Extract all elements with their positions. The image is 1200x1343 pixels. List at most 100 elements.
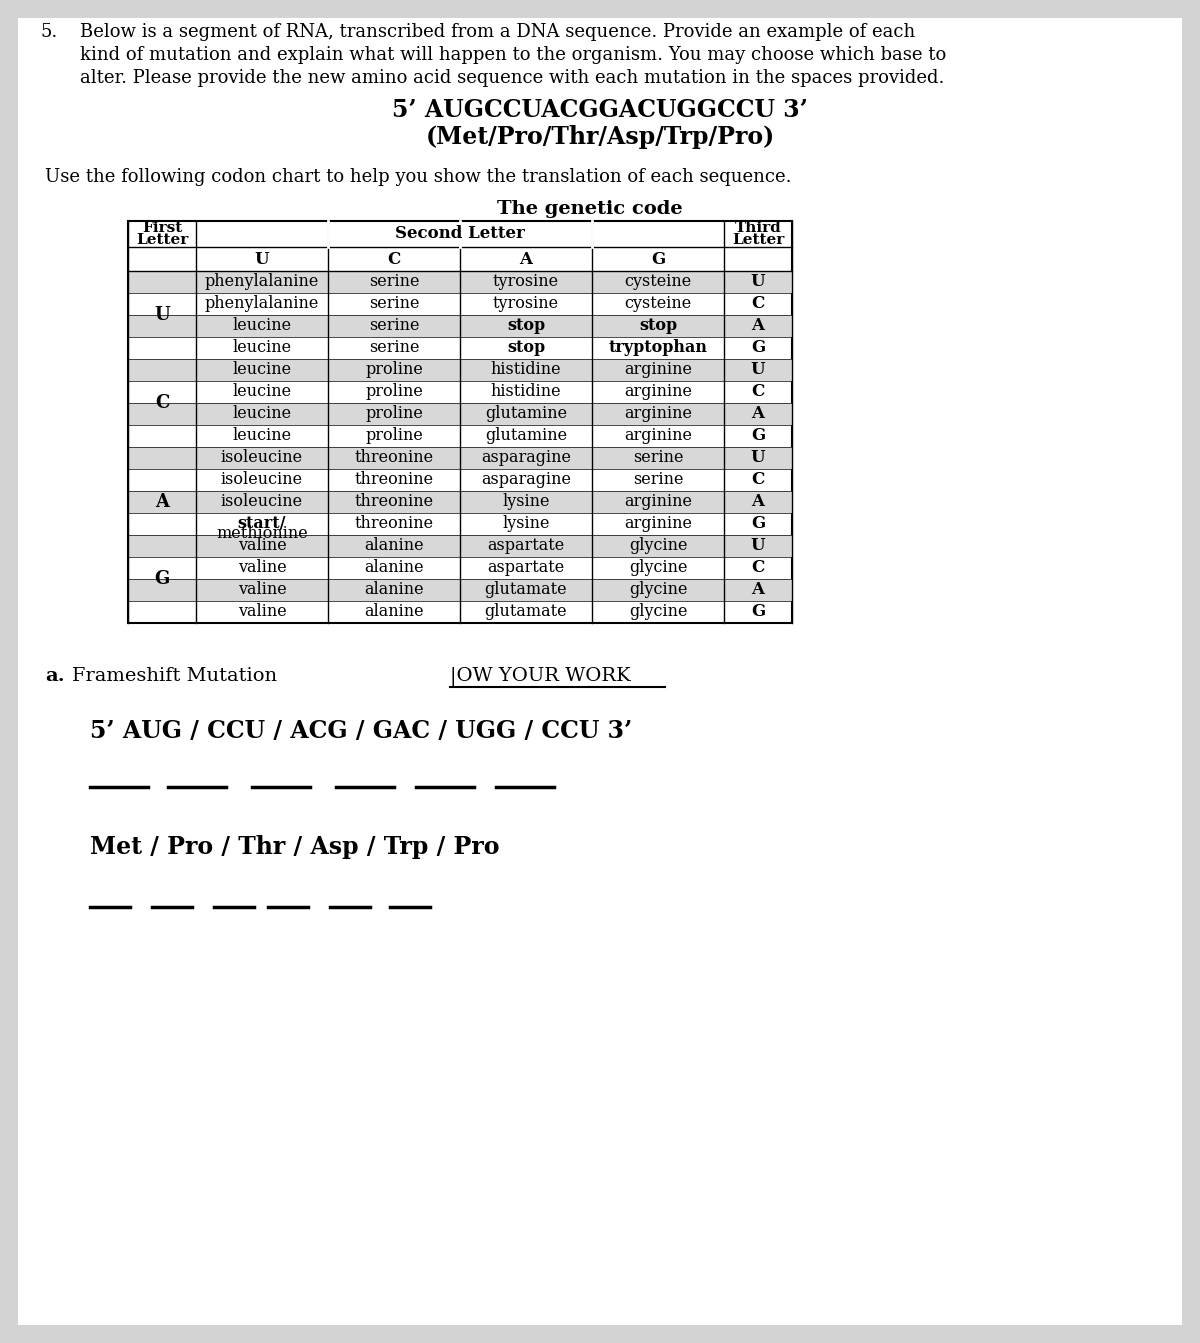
Text: A: A — [155, 493, 169, 510]
Text: alter. Please provide the new amino acid sequence with each mutation in the spac: alter. Please provide the new amino acid… — [80, 68, 944, 87]
Text: alanine: alanine — [364, 582, 424, 599]
Text: arginine: arginine — [624, 384, 692, 400]
Text: Letter: Letter — [732, 232, 784, 247]
Text: G: G — [155, 569, 169, 588]
Text: glycine: glycine — [629, 537, 688, 555]
Text: (Met/Pro/Thr/Asp/Trp/Pro): (Met/Pro/Thr/Asp/Trp/Pro) — [425, 125, 775, 149]
Text: serine: serine — [368, 317, 419, 334]
Text: alanine: alanine — [364, 537, 424, 555]
Text: leucine: leucine — [233, 340, 292, 356]
Text: alanine: alanine — [364, 603, 424, 620]
Text: alanine: alanine — [364, 560, 424, 576]
Text: G: G — [751, 516, 766, 533]
Text: 5’ AUGCCUACGGACUGGCCU 3’: 5’ AUGCCUACGGACUGGCCU 3’ — [392, 98, 808, 122]
Text: glutamine: glutamine — [485, 406, 568, 423]
Text: G: G — [751, 427, 766, 445]
Bar — [128, 403, 792, 424]
Text: glycine: glycine — [629, 560, 688, 576]
Text: serine: serine — [632, 471, 683, 489]
Text: tyrosine: tyrosine — [493, 295, 559, 313]
Text: threonine: threonine — [354, 471, 433, 489]
Bar — [128, 316, 792, 337]
Text: U: U — [751, 450, 766, 466]
Text: aspartate: aspartate — [487, 537, 565, 555]
Text: glutamate: glutamate — [485, 582, 568, 599]
Text: valine: valine — [238, 582, 287, 599]
Text: Met / Pro / Thr / Asp / Trp / Pro: Met / Pro / Thr / Asp / Trp / Pro — [90, 835, 499, 860]
Text: proline: proline — [365, 361, 422, 379]
Text: First: First — [142, 222, 182, 235]
Text: C: C — [751, 295, 764, 313]
Text: serine: serine — [368, 274, 419, 290]
Text: U: U — [751, 274, 766, 290]
Text: Second Letter: Second Letter — [395, 226, 524, 243]
Text: tryptophan: tryptophan — [608, 340, 708, 356]
Text: methionine: methionine — [216, 525, 308, 541]
Text: C: C — [751, 384, 764, 400]
Text: leucine: leucine — [233, 406, 292, 423]
Text: proline: proline — [365, 406, 422, 423]
Text: Below is a segment of RNA, transcribed from a DNA sequence. Provide an example o: Below is a segment of RNA, transcribed f… — [80, 23, 916, 42]
Text: kind of mutation and explain what will happen to the organism. You may choose wh: kind of mutation and explain what will h… — [80, 46, 947, 64]
Text: U: U — [751, 361, 766, 379]
Text: G: G — [650, 251, 665, 267]
Text: stop: stop — [638, 317, 677, 334]
Text: serine: serine — [368, 295, 419, 313]
Text: proline: proline — [365, 384, 422, 400]
Text: A: A — [751, 317, 764, 334]
Text: glutamate: glutamate — [485, 603, 568, 620]
Text: valine: valine — [238, 537, 287, 555]
Text: asparagine: asparagine — [481, 471, 571, 489]
Text: Letter: Letter — [136, 232, 188, 247]
Text: |OW YOUR WORK: |OW YOUR WORK — [450, 667, 631, 686]
Text: A: A — [751, 406, 764, 423]
Text: 5.: 5. — [40, 23, 58, 42]
Text: A: A — [751, 582, 764, 599]
Text: arginine: arginine — [624, 493, 692, 510]
Text: serine: serine — [632, 450, 683, 466]
Text: arginine: arginine — [624, 427, 692, 445]
Text: leucine: leucine — [233, 317, 292, 334]
Bar — [128, 535, 792, 557]
Text: isoleucine: isoleucine — [221, 450, 304, 466]
Text: Use the following codon chart to help you show the translation of each sequence.: Use the following codon chart to help yo… — [46, 168, 792, 185]
Text: cysteine: cysteine — [624, 295, 691, 313]
Text: C: C — [388, 251, 401, 267]
Text: phenylalanine: phenylalanine — [205, 274, 319, 290]
Text: arginine: arginine — [624, 516, 692, 533]
Text: C: C — [155, 393, 169, 412]
FancyBboxPatch shape — [18, 17, 1182, 1326]
Text: isoleucine: isoleucine — [221, 493, 304, 510]
Text: stop: stop — [506, 340, 545, 356]
Bar — [128, 447, 792, 469]
Text: U: U — [154, 306, 170, 324]
Text: glycine: glycine — [629, 603, 688, 620]
Text: A: A — [751, 493, 764, 510]
Bar — [128, 222, 792, 623]
Text: A: A — [520, 251, 533, 267]
Text: threonine: threonine — [354, 450, 433, 466]
Text: G: G — [751, 603, 766, 620]
Text: tyrosine: tyrosine — [493, 274, 559, 290]
Text: phenylalanine: phenylalanine — [205, 295, 319, 313]
Text: asparagine: asparagine — [481, 450, 571, 466]
Text: proline: proline — [365, 427, 422, 445]
Text: Frameshift Mutation: Frameshift Mutation — [72, 667, 277, 685]
Text: valine: valine — [238, 560, 287, 576]
Text: C: C — [751, 471, 764, 489]
Text: a.: a. — [46, 667, 65, 685]
Text: isoleucine: isoleucine — [221, 471, 304, 489]
Text: U: U — [751, 537, 766, 555]
Text: threonine: threonine — [354, 493, 433, 510]
Text: C: C — [751, 560, 764, 576]
Bar — [128, 271, 792, 293]
Text: valine: valine — [238, 603, 287, 620]
Text: start/: start/ — [238, 516, 287, 533]
Text: glycine: glycine — [629, 582, 688, 599]
Text: arginine: arginine — [624, 361, 692, 379]
Text: leucine: leucine — [233, 384, 292, 400]
Text: leucine: leucine — [233, 427, 292, 445]
Bar — [128, 359, 792, 381]
Text: histidine: histidine — [491, 361, 562, 379]
Text: cysteine: cysteine — [624, 274, 691, 290]
